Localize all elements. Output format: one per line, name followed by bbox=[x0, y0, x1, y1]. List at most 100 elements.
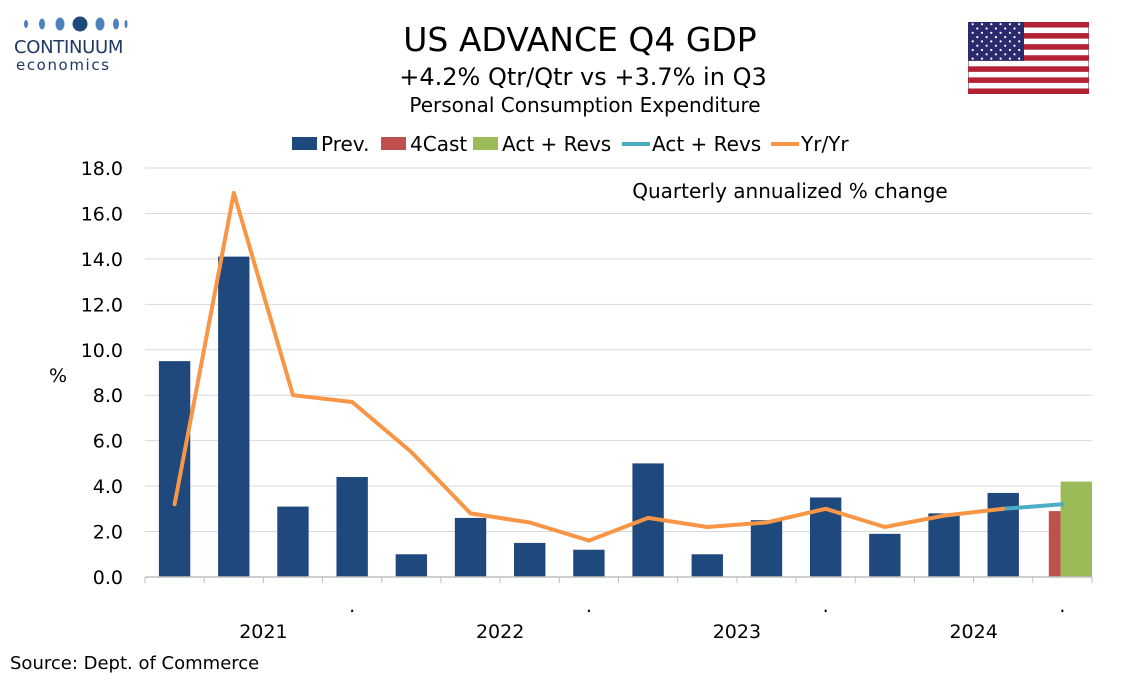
flag-star bbox=[980, 48, 984, 52]
legend-label: 4Cast bbox=[410, 132, 467, 156]
flag-star bbox=[971, 31, 974, 34]
flag-star bbox=[1013, 27, 1016, 30]
axes: 0.0 2.0 4.0 6.0 8.0 10.0 12.0 14.0 16.0 18.0 2021 2… bbox=[81, 158, 1093, 643]
y-tick-label: 18.0 bbox=[81, 158, 123, 180]
flag-star bbox=[990, 48, 993, 52]
x-year-label: 2021 bbox=[239, 621, 287, 643]
flag-star bbox=[1008, 48, 1011, 52]
flag-star bbox=[1013, 44, 1016, 47]
logo-dots-icon bbox=[24, 16, 128, 32]
y-tick-label: 4.0 bbox=[93, 476, 123, 498]
x-year-label: 2022 bbox=[476, 621, 524, 643]
line-yoy bbox=[172, 191, 1006, 543]
y-tick-label: 8.0 bbox=[93, 385, 123, 407]
flag-star bbox=[1013, 53, 1016, 56]
flag-star bbox=[980, 31, 984, 34]
logo-subwordmark: economics bbox=[16, 56, 111, 74]
chart-subtitle-secondary: Personal Consumption Expenditure bbox=[409, 93, 761, 117]
legend-label: Prev. bbox=[321, 132, 369, 156]
y-tick-label: 16.0 bbox=[81, 203, 123, 225]
flag-star bbox=[994, 44, 997, 47]
flag-star bbox=[1004, 36, 1007, 39]
bar-actual bbox=[1060, 481, 1092, 577]
x-separator-label: . bbox=[1059, 595, 1065, 617]
legend-swatch bbox=[473, 137, 498, 150]
flag-star bbox=[976, 53, 979, 56]
series-lines bbox=[172, 191, 1065, 543]
flag-star bbox=[976, 27, 979, 30]
flag-stripe bbox=[968, 77, 1089, 83]
flag-star bbox=[976, 44, 979, 47]
flag-star bbox=[1004, 53, 1007, 56]
y-tick-label: 2.0 bbox=[93, 522, 123, 544]
flag-star bbox=[976, 36, 979, 39]
flag-stripe bbox=[968, 66, 1089, 72]
bar-prev bbox=[336, 477, 368, 577]
flag-star bbox=[985, 36, 988, 39]
flag-star bbox=[999, 40, 1002, 43]
flag-star bbox=[971, 40, 974, 43]
flag-star bbox=[1018, 57, 1021, 60]
bar-prev bbox=[573, 549, 605, 577]
source-note: Source: Dept. of Commerce bbox=[10, 653, 260, 674]
y-axis-label: % bbox=[49, 365, 67, 387]
bar-prev bbox=[218, 256, 250, 577]
flag-star bbox=[1008, 23, 1011, 26]
line-actual bbox=[1001, 502, 1065, 511]
us-flag-icon bbox=[968, 22, 1089, 94]
x-separator-label: . bbox=[349, 595, 355, 617]
flag-stripe bbox=[968, 22, 1089, 28]
gridlines bbox=[145, 167, 1092, 533]
bar-prev bbox=[454, 517, 487, 577]
flag-star bbox=[1008, 31, 1011, 34]
flag-star bbox=[990, 23, 993, 26]
flag-star bbox=[1004, 27, 1007, 30]
flag-star bbox=[1018, 31, 1021, 34]
flag-star bbox=[1013, 36, 1016, 39]
flag-star bbox=[1008, 57, 1011, 60]
flag-star bbox=[971, 48, 974, 52]
flag-star bbox=[994, 27, 997, 30]
chart-subtitle: +4.2% Qtr/Qtr vs +3.7% in Q3 bbox=[399, 63, 767, 91]
y-tick-label: 10.0 bbox=[81, 340, 123, 362]
x-separator-label: . bbox=[586, 595, 592, 617]
y-tick-label: 6.0 bbox=[93, 431, 123, 453]
x-year-label: 2024 bbox=[949, 621, 997, 643]
flag-star bbox=[980, 57, 984, 60]
flag-stripe bbox=[968, 55, 1089, 61]
bar-prev bbox=[514, 542, 546, 577]
flag-star bbox=[1004, 44, 1007, 47]
flag-star bbox=[971, 57, 974, 60]
flag-star bbox=[994, 36, 997, 39]
flag-star bbox=[999, 48, 1002, 52]
flag-star bbox=[985, 44, 988, 47]
bar-prev bbox=[395, 554, 428, 577]
chart-annotation: Quarterly annualized % change bbox=[632, 179, 948, 203]
bar-prev bbox=[869, 533, 901, 577]
bar-prev bbox=[691, 554, 723, 577]
flag-star bbox=[1018, 48, 1021, 52]
y-tick-label: 0.0 bbox=[93, 567, 123, 589]
y-tick-label: 14.0 bbox=[81, 249, 123, 271]
y-tick-label: 12.0 bbox=[81, 294, 123, 316]
flag-star bbox=[971, 23, 974, 26]
flag-stripe bbox=[968, 88, 1089, 94]
legend-label: Yr/Yr bbox=[800, 132, 849, 156]
legend: Prev. 4Cast Act + Revs Act + Revs Yr/Yr bbox=[292, 132, 849, 156]
bar-prev bbox=[277, 506, 309, 577]
bar-prev bbox=[750, 520, 783, 577]
bar-prev bbox=[987, 492, 1019, 577]
bar-prev bbox=[928, 513, 960, 577]
bars bbox=[158, 256, 1092, 577]
legend-swatch bbox=[292, 137, 317, 150]
flag-star bbox=[985, 27, 988, 30]
flag-star bbox=[985, 53, 988, 56]
bar-prev bbox=[158, 361, 191, 577]
legend-label: Act + Revs bbox=[652, 132, 761, 156]
flag-stripe bbox=[968, 44, 1089, 50]
bar-forecast bbox=[1048, 511, 1061, 577]
flag-star bbox=[994, 53, 997, 56]
x-year-label: 2023 bbox=[713, 621, 761, 643]
flag-star bbox=[1018, 40, 1021, 43]
